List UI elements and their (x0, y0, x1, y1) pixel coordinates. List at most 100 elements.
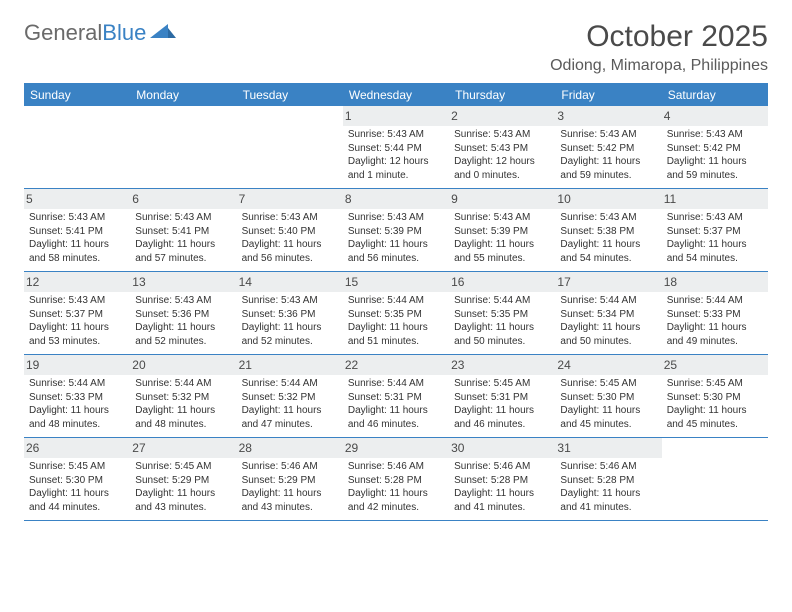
daylight-line: Daylight: 11 hours and 50 minutes. (454, 321, 551, 348)
day-info: Sunrise: 5:46 AMSunset: 5:28 PMDaylight:… (559, 460, 657, 514)
calendar-cell: 31Sunrise: 5:46 AMSunset: 5:28 PMDayligh… (555, 438, 661, 520)
calendar-cell: 29Sunrise: 5:46 AMSunset: 5:28 PMDayligh… (343, 438, 449, 520)
sunset-line: Sunset: 5:28 PM (454, 474, 551, 488)
daylight-line: Daylight: 11 hours and 44 minutes. (29, 487, 126, 514)
day-info: Sunrise: 5:44 AMSunset: 5:35 PMDaylight:… (347, 294, 445, 348)
daylight-line: Daylight: 11 hours and 46 minutes. (348, 404, 445, 431)
sunset-line: Sunset: 5:36 PM (135, 308, 232, 322)
daylight-line: Daylight: 11 hours and 52 minutes. (242, 321, 339, 348)
sunrise-line: Sunrise: 5:43 AM (454, 211, 551, 225)
date-number: 30 (449, 438, 555, 458)
date-number: 18 (662, 272, 768, 292)
sunset-line: Sunset: 5:35 PM (454, 308, 551, 322)
sunset-line: Sunset: 5:29 PM (135, 474, 232, 488)
daylight-line: Daylight: 11 hours and 52 minutes. (135, 321, 232, 348)
day-info: Sunrise: 5:44 AMSunset: 5:34 PMDaylight:… (559, 294, 657, 348)
day-info: Sunrise: 5:43 AMSunset: 5:41 PMDaylight:… (28, 211, 126, 265)
daylight-line: Daylight: 11 hours and 45 minutes. (560, 404, 657, 431)
calendar-cell: 4Sunrise: 5:43 AMSunset: 5:42 PMDaylight… (662, 106, 768, 188)
calendar-cell: 8Sunrise: 5:43 AMSunset: 5:39 PMDaylight… (343, 189, 449, 271)
calendar-cell: 6Sunrise: 5:43 AMSunset: 5:41 PMDaylight… (130, 189, 236, 271)
week-row: 19Sunrise: 5:44 AMSunset: 5:33 PMDayligh… (24, 354, 768, 437)
date-number: 17 (555, 272, 661, 292)
day-info: Sunrise: 5:45 AMSunset: 5:31 PMDaylight:… (453, 377, 551, 431)
sunrise-line: Sunrise: 5:45 AM (29, 460, 126, 474)
sunset-line: Sunset: 5:44 PM (348, 142, 445, 156)
day-info: Sunrise: 5:43 AMSunset: 5:42 PMDaylight:… (666, 128, 764, 182)
sunset-line: Sunset: 5:42 PM (667, 142, 764, 156)
date-number: 12 (24, 272, 130, 292)
sunset-line: Sunset: 5:41 PM (135, 225, 232, 239)
daylight-line: Daylight: 12 hours and 0 minutes. (454, 155, 551, 182)
sunset-line: Sunset: 5:31 PM (348, 391, 445, 405)
sunset-line: Sunset: 5:32 PM (242, 391, 339, 405)
sunrise-line: Sunrise: 5:43 AM (348, 128, 445, 142)
date-number: 26 (24, 438, 130, 458)
header: GeneralBlue October 2025 Odiong, Mimarop… (24, 20, 768, 75)
day-info: Sunrise: 5:46 AMSunset: 5:29 PMDaylight:… (241, 460, 339, 514)
sunset-line: Sunset: 5:30 PM (667, 391, 764, 405)
sunset-line: Sunset: 5:33 PM (29, 391, 126, 405)
month-title: October 2025 (550, 20, 768, 53)
daylight-line: Daylight: 11 hours and 59 minutes. (560, 155, 657, 182)
day-header-saturday: Saturday (662, 84, 768, 106)
day-info: Sunrise: 5:45 AMSunset: 5:30 PMDaylight:… (559, 377, 657, 431)
daylight-line: Daylight: 11 hours and 56 minutes. (348, 238, 445, 265)
sunset-line: Sunset: 5:35 PM (348, 308, 445, 322)
sunrise-line: Sunrise: 5:44 AM (560, 294, 657, 308)
week-row: 12Sunrise: 5:43 AMSunset: 5:37 PMDayligh… (24, 271, 768, 354)
logo-word2: Blue (102, 20, 146, 45)
daylight-line: Daylight: 11 hours and 49 minutes. (667, 321, 764, 348)
daylight-line: Daylight: 11 hours and 42 minutes. (348, 487, 445, 514)
sunset-line: Sunset: 5:32 PM (135, 391, 232, 405)
day-header-sunday: Sunday (24, 84, 130, 106)
date-number: 4 (662, 106, 768, 126)
day-info: Sunrise: 5:44 AMSunset: 5:32 PMDaylight:… (134, 377, 232, 431)
calendar-cell: 9Sunrise: 5:43 AMSunset: 5:39 PMDaylight… (449, 189, 555, 271)
date-number: 7 (237, 189, 343, 209)
sunset-line: Sunset: 5:28 PM (348, 474, 445, 488)
calendar-cell: 24Sunrise: 5:45 AMSunset: 5:30 PMDayligh… (555, 355, 661, 437)
date-number: 6 (130, 189, 236, 209)
sunrise-line: Sunrise: 5:43 AM (348, 211, 445, 225)
sunset-line: Sunset: 5:30 PM (29, 474, 126, 488)
daylight-line: Daylight: 11 hours and 51 minutes. (348, 321, 445, 348)
daylight-line: Daylight: 11 hours and 57 minutes. (135, 238, 232, 265)
calendar-cell: 20Sunrise: 5:44 AMSunset: 5:32 PMDayligh… (130, 355, 236, 437)
sunset-line: Sunset: 5:30 PM (560, 391, 657, 405)
date-number: 29 (343, 438, 449, 458)
daylight-line: Daylight: 11 hours and 54 minutes. (667, 238, 764, 265)
day-info: Sunrise: 5:43 AMSunset: 5:44 PMDaylight:… (347, 128, 445, 182)
sunset-line: Sunset: 5:39 PM (348, 225, 445, 239)
sunset-line: Sunset: 5:36 PM (242, 308, 339, 322)
calendar-cell: 15Sunrise: 5:44 AMSunset: 5:35 PMDayligh… (343, 272, 449, 354)
day-info: Sunrise: 5:43 AMSunset: 5:39 PMDaylight:… (347, 211, 445, 265)
date-number: 2 (449, 106, 555, 126)
date-number: 10 (555, 189, 661, 209)
day-header-friday: Friday (555, 84, 661, 106)
logo-triangle-icon (150, 22, 176, 45)
daylight-line: Daylight: 11 hours and 41 minutes. (454, 487, 551, 514)
sunrise-line: Sunrise: 5:43 AM (560, 211, 657, 225)
date-number: 8 (343, 189, 449, 209)
calendar-cell: 10Sunrise: 5:43 AMSunset: 5:38 PMDayligh… (555, 189, 661, 271)
sunrise-line: Sunrise: 5:45 AM (135, 460, 232, 474)
sunrise-line: Sunrise: 5:43 AM (29, 211, 126, 225)
calendar-cell: 30Sunrise: 5:46 AMSunset: 5:28 PMDayligh… (449, 438, 555, 520)
date-number: 16 (449, 272, 555, 292)
date-number: 28 (237, 438, 343, 458)
date-number: 31 (555, 438, 661, 458)
date-number: 22 (343, 355, 449, 375)
sunrise-line: Sunrise: 5:43 AM (454, 128, 551, 142)
calendar-cell: 1Sunrise: 5:43 AMSunset: 5:44 PMDaylight… (343, 106, 449, 188)
day-header-monday: Monday (130, 84, 236, 106)
location: Odiong, Mimaropa, Philippines (550, 57, 768, 75)
daylight-line: Daylight: 11 hours and 56 minutes. (242, 238, 339, 265)
calendar-cell: 5Sunrise: 5:43 AMSunset: 5:41 PMDaylight… (24, 189, 130, 271)
day-info: Sunrise: 5:43 AMSunset: 5:43 PMDaylight:… (453, 128, 551, 182)
daylight-line: Daylight: 11 hours and 43 minutes. (135, 487, 232, 514)
sunrise-line: Sunrise: 5:45 AM (667, 377, 764, 391)
date-number: 15 (343, 272, 449, 292)
calendar-cell: 27Sunrise: 5:45 AMSunset: 5:29 PMDayligh… (130, 438, 236, 520)
date-number: 24 (555, 355, 661, 375)
